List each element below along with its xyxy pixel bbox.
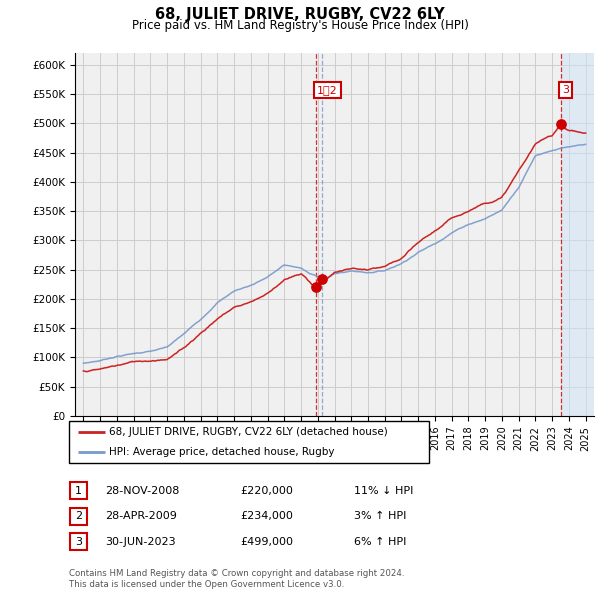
FancyBboxPatch shape [69,421,429,463]
FancyBboxPatch shape [70,533,87,550]
Text: 30-JUN-2023: 30-JUN-2023 [105,537,176,546]
Text: 68, JULIET DRIVE, RUGBY, CV22 6LY (detached house): 68, JULIET DRIVE, RUGBY, CV22 6LY (detac… [109,427,388,437]
Text: 3: 3 [75,537,82,546]
Text: 11% ↓ HPI: 11% ↓ HPI [354,486,413,496]
Text: 6% ↑ HPI: 6% ↑ HPI [354,537,406,546]
FancyBboxPatch shape [70,483,87,499]
Text: Contains HM Land Registry data © Crown copyright and database right 2024.
This d: Contains HM Land Registry data © Crown c… [69,569,404,589]
Text: 68, JULIET DRIVE, RUGBY, CV22 6LY: 68, JULIET DRIVE, RUGBY, CV22 6LY [155,7,445,22]
Text: £499,000: £499,000 [240,537,293,546]
Text: 28-NOV-2008: 28-NOV-2008 [105,486,179,496]
Point [317,274,327,284]
Text: 1: 1 [75,486,82,496]
Text: Price paid vs. HM Land Registry's House Price Index (HPI): Price paid vs. HM Land Registry's House … [131,19,469,32]
Point [311,283,321,292]
Point [556,119,565,129]
FancyBboxPatch shape [70,508,87,525]
Bar [560,53,594,416]
Text: 1⁦2: 1⁦2 [317,85,338,95]
Text: £220,000: £220,000 [240,486,293,496]
Text: 28-APR-2009: 28-APR-2009 [105,512,177,521]
Text: 3: 3 [562,85,569,95]
Text: 2: 2 [75,512,82,521]
Text: HPI: Average price, detached house, Rugby: HPI: Average price, detached house, Rugb… [109,447,334,457]
Text: 3% ↑ HPI: 3% ↑ HPI [354,512,406,521]
Text: £234,000: £234,000 [240,512,293,521]
